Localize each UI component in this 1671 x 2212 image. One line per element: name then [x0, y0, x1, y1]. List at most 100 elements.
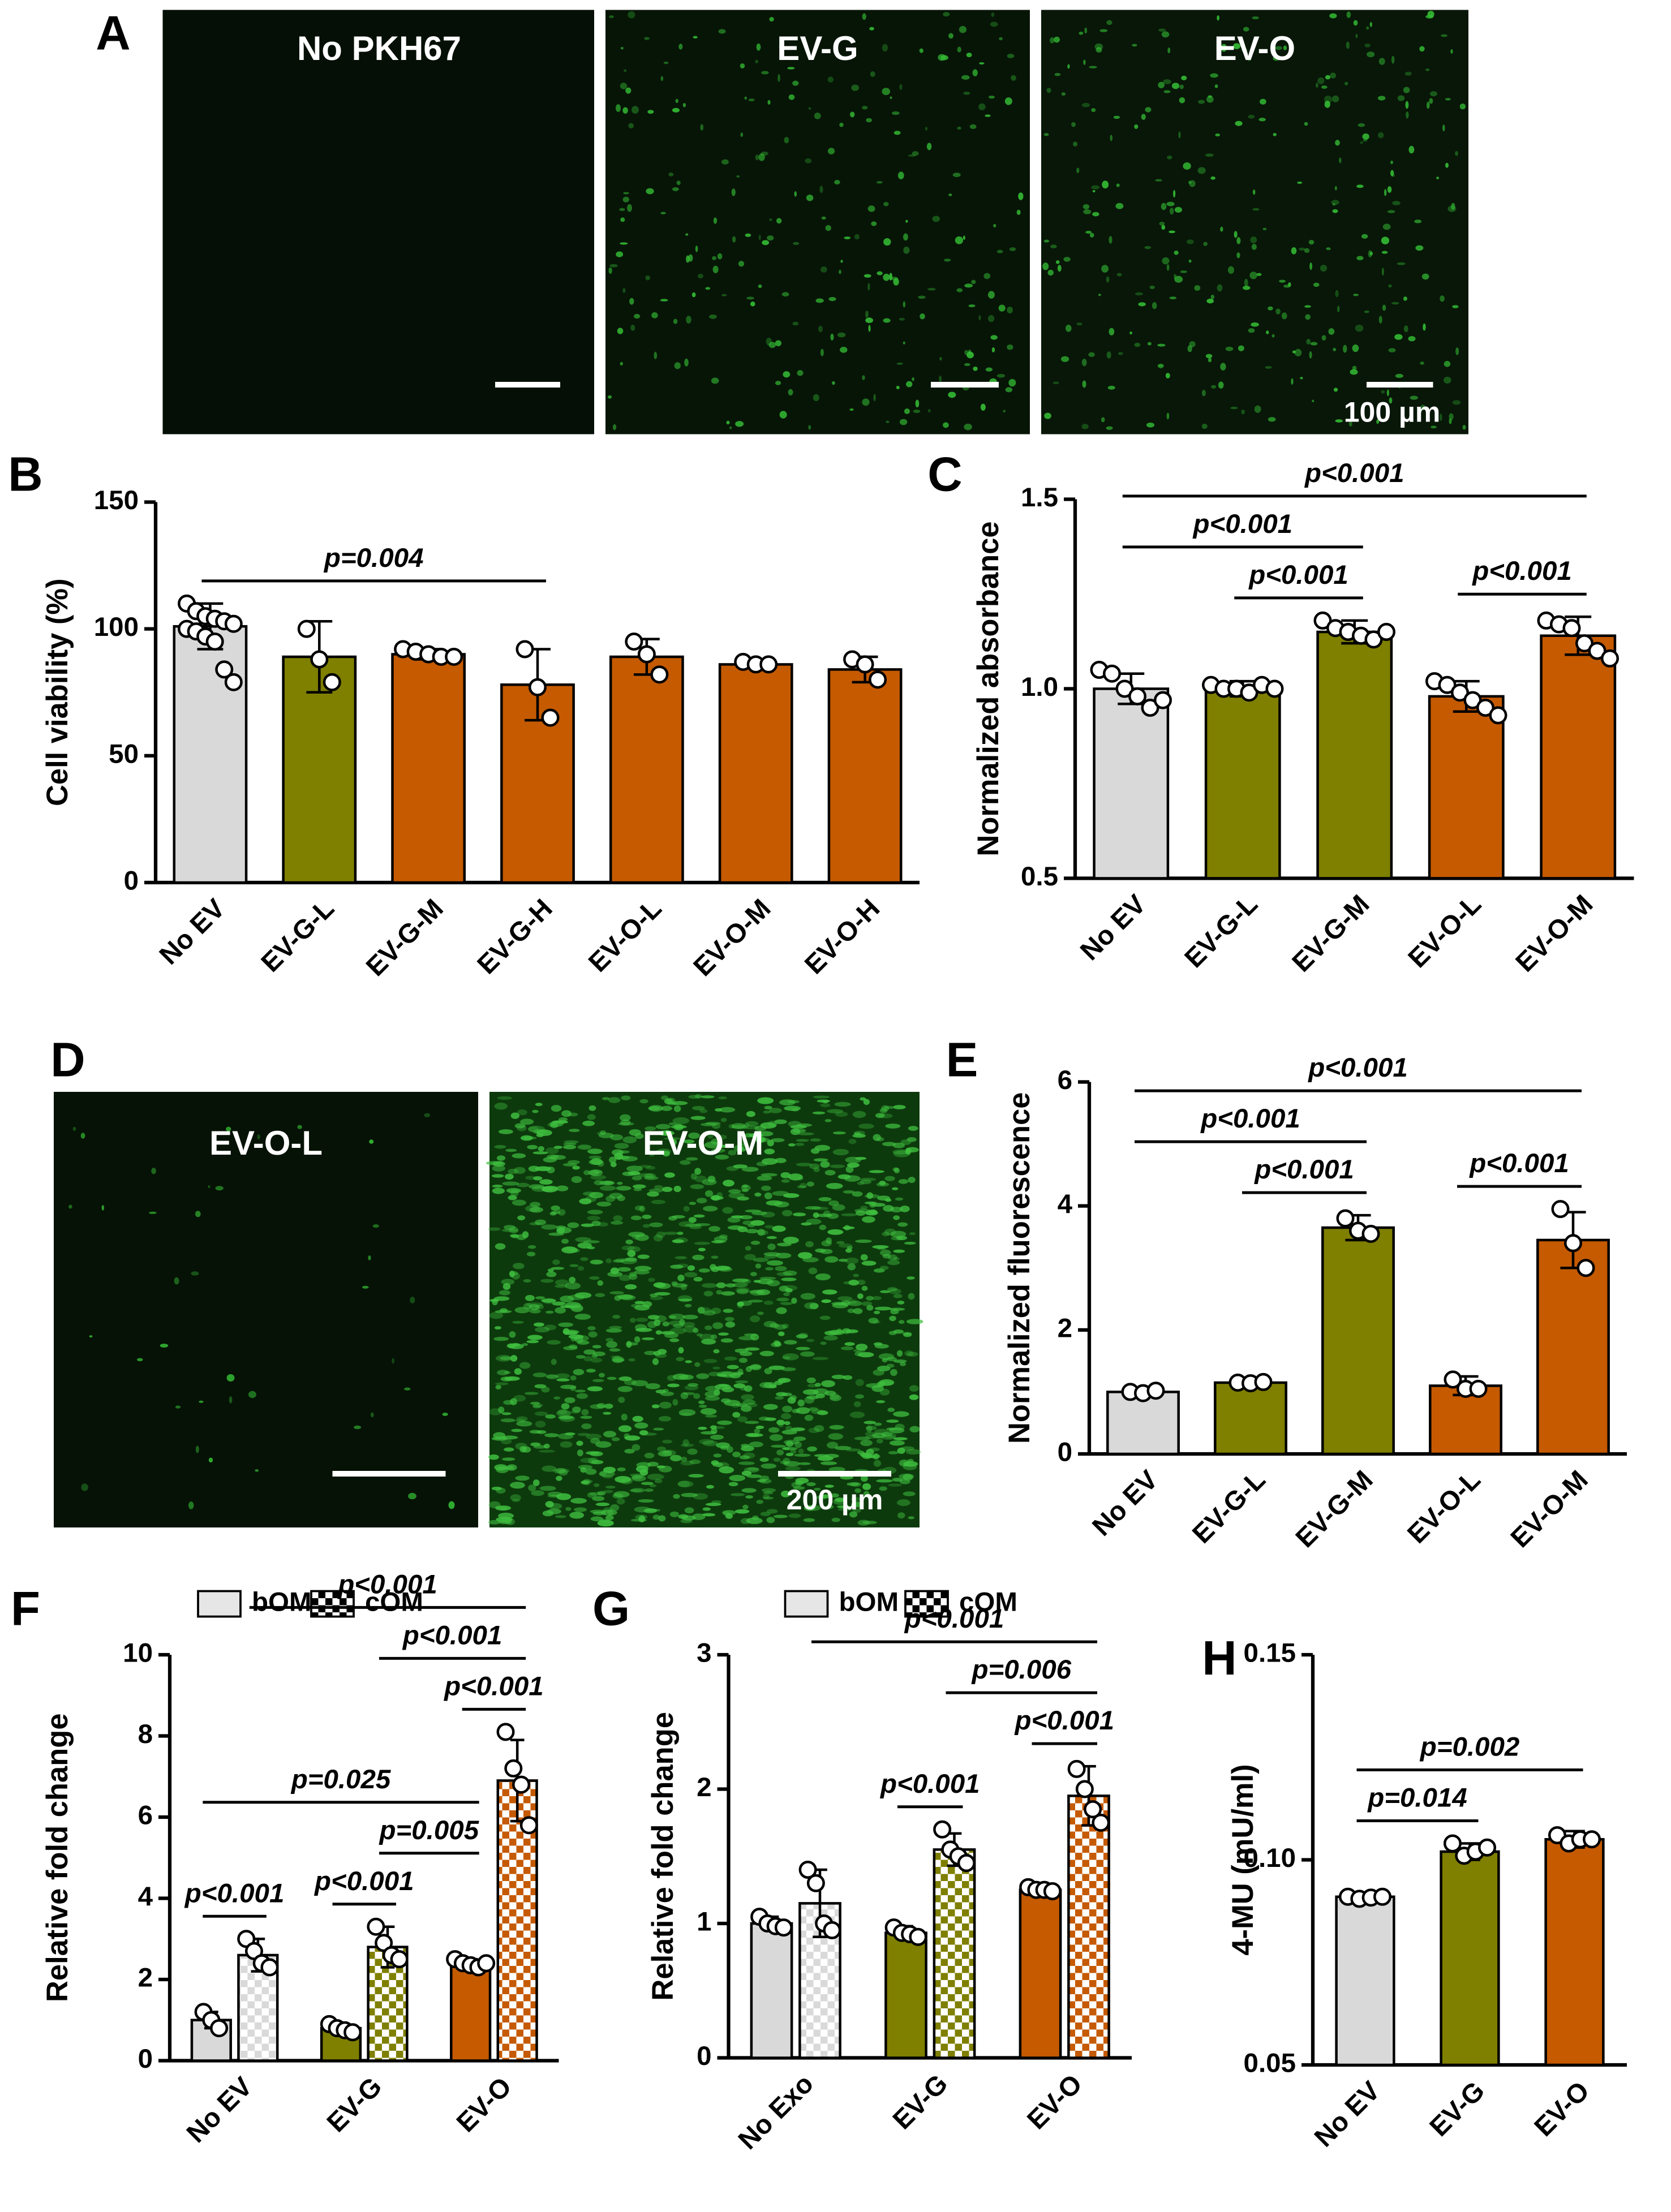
fluorescent-spot — [1227, 266, 1234, 274]
fluorescent-spot — [672, 1117, 690, 1125]
fluorescent-spot — [1300, 377, 1303, 380]
y-tick-label: 4 — [138, 1882, 153, 1912]
fluorescent-spot — [808, 1427, 820, 1434]
fluorescent-spot — [833, 1498, 848, 1505]
fluorescent-spot — [1297, 181, 1303, 184]
fluorescent-spot — [794, 1453, 811, 1457]
fluorescent-spot — [764, 1105, 772, 1110]
fluorescent-spot — [1452, 305, 1459, 308]
fluorescent-spot — [814, 1454, 829, 1457]
fluorescent-spot — [1166, 201, 1175, 206]
fluorescent-spot — [862, 106, 868, 110]
fluorescent-spot — [847, 1301, 862, 1306]
fluorescent-spot — [909, 1426, 920, 1433]
fluorescent-spot — [512, 1320, 524, 1324]
fluorescent-spot — [1118, 352, 1123, 355]
fluorescent-spot — [576, 1440, 583, 1446]
fluorescent-spot — [693, 1276, 703, 1282]
fluorescent-spot — [829, 1164, 845, 1168]
fluorescent-spot — [648, 1189, 663, 1193]
fluorescent-spot — [814, 1487, 821, 1491]
data-point — [823, 1921, 841, 1939]
fluorescent-spot — [824, 1484, 834, 1488]
fluorescent-spot — [702, 1310, 716, 1316]
fluorescent-spot — [634, 1266, 652, 1271]
fluorescent-spot — [701, 1339, 716, 1345]
fluorescent-spot — [1273, 56, 1280, 61]
fluorescent-spot — [1306, 338, 1311, 345]
fluorescent-spot — [925, 127, 927, 131]
fluorescent-spot — [836, 1505, 850, 1509]
legend-label: cOM — [365, 1587, 423, 1617]
fluorescent-spot — [766, 1509, 778, 1514]
fluorescent-spot — [707, 1176, 716, 1183]
fluorescence-texture — [607, 11, 1024, 431]
fluorescent-spot — [796, 1407, 810, 1414]
fluorescent-spot — [773, 1514, 788, 1518]
fluorescent-spot — [820, 1161, 830, 1168]
fluorescent-spot — [1174, 276, 1183, 283]
fluorescent-spot — [845, 1165, 854, 1173]
fluorescent-spot — [514, 1167, 526, 1174]
fluorescent-spot — [766, 1236, 777, 1240]
data-point — [1575, 634, 1594, 653]
fluorescent-spot — [600, 1509, 617, 1516]
fluorescent-spot — [906, 1319, 923, 1324]
fluorescent-spot — [1310, 342, 1318, 346]
fluorescent-spot — [744, 1347, 760, 1351]
fluorescent-spot — [1309, 351, 1312, 359]
fluorescent-spot — [612, 424, 617, 431]
fluorescent-spot — [160, 1344, 169, 1348]
fluorescent-spot — [848, 1280, 859, 1286]
fluorescent-spot — [685, 233, 689, 236]
fluorescent-spot — [606, 1341, 618, 1348]
fluorescent-spot — [779, 411, 787, 419]
fluorescent-spot — [819, 1315, 831, 1320]
fluorescent-spot — [796, 1139, 809, 1142]
data-point — [1588, 642, 1606, 660]
fluorescent-spot — [592, 1496, 605, 1501]
fluorescent-spot — [705, 287, 711, 290]
y-tick-label: 0.10 — [1244, 1843, 1296, 1873]
bar — [933, 1848, 976, 2059]
fluorescent-spot — [1234, 231, 1238, 238]
fluorescent-spot — [544, 1433, 559, 1438]
fluorescent-spot — [607, 395, 612, 399]
fluorescent-spot — [920, 313, 925, 320]
fluorescent-spot — [699, 1109, 708, 1113]
fluorescent-spot — [603, 1411, 612, 1415]
fluorescent-spot — [526, 1340, 539, 1344]
fluorescent-spot — [497, 1096, 513, 1100]
fluorescent-spot — [1157, 343, 1166, 347]
fluorescent-spot — [1404, 71, 1412, 76]
fluorescent-spot — [822, 1289, 837, 1295]
significance-label: p<0.001 — [1253, 1155, 1354, 1185]
fluorescent-spot — [845, 1257, 859, 1264]
fluorescent-spot — [893, 1249, 905, 1253]
data-point — [1373, 1887, 1392, 1906]
fluorescent-spot — [510, 1189, 519, 1197]
fluorescent-spot — [548, 1503, 562, 1509]
fluorescent-spot — [611, 1220, 624, 1225]
fluorescent-spot — [908, 1177, 916, 1184]
fluorescent-spot — [761, 1463, 777, 1469]
fluorescent-spot — [1388, 284, 1392, 288]
fluorescent-spot — [1415, 245, 1424, 251]
fluorescent-spot — [806, 1482, 816, 1486]
fluorescent-spot — [843, 1190, 855, 1194]
fluorescent-spot — [891, 111, 900, 115]
fluorescent-spot — [820, 1103, 831, 1108]
fluorescent-spot — [629, 298, 634, 305]
fluorescent-spot — [1353, 20, 1358, 26]
fluorescent-spot — [600, 1130, 607, 1135]
fluorescent-spot — [514, 1307, 530, 1314]
fluorescent-spot — [741, 1488, 757, 1493]
fluorescent-spot — [1252, 208, 1260, 211]
fluorescent-spot — [1101, 265, 1109, 273]
fluorescent-spot — [1283, 45, 1287, 50]
fluorescent-spot — [696, 1198, 707, 1204]
fluorescent-spot — [823, 1210, 831, 1217]
fluorescent-spot — [1292, 350, 1296, 354]
fluorescent-spot — [861, 1285, 868, 1291]
bar — [1214, 1381, 1287, 1456]
